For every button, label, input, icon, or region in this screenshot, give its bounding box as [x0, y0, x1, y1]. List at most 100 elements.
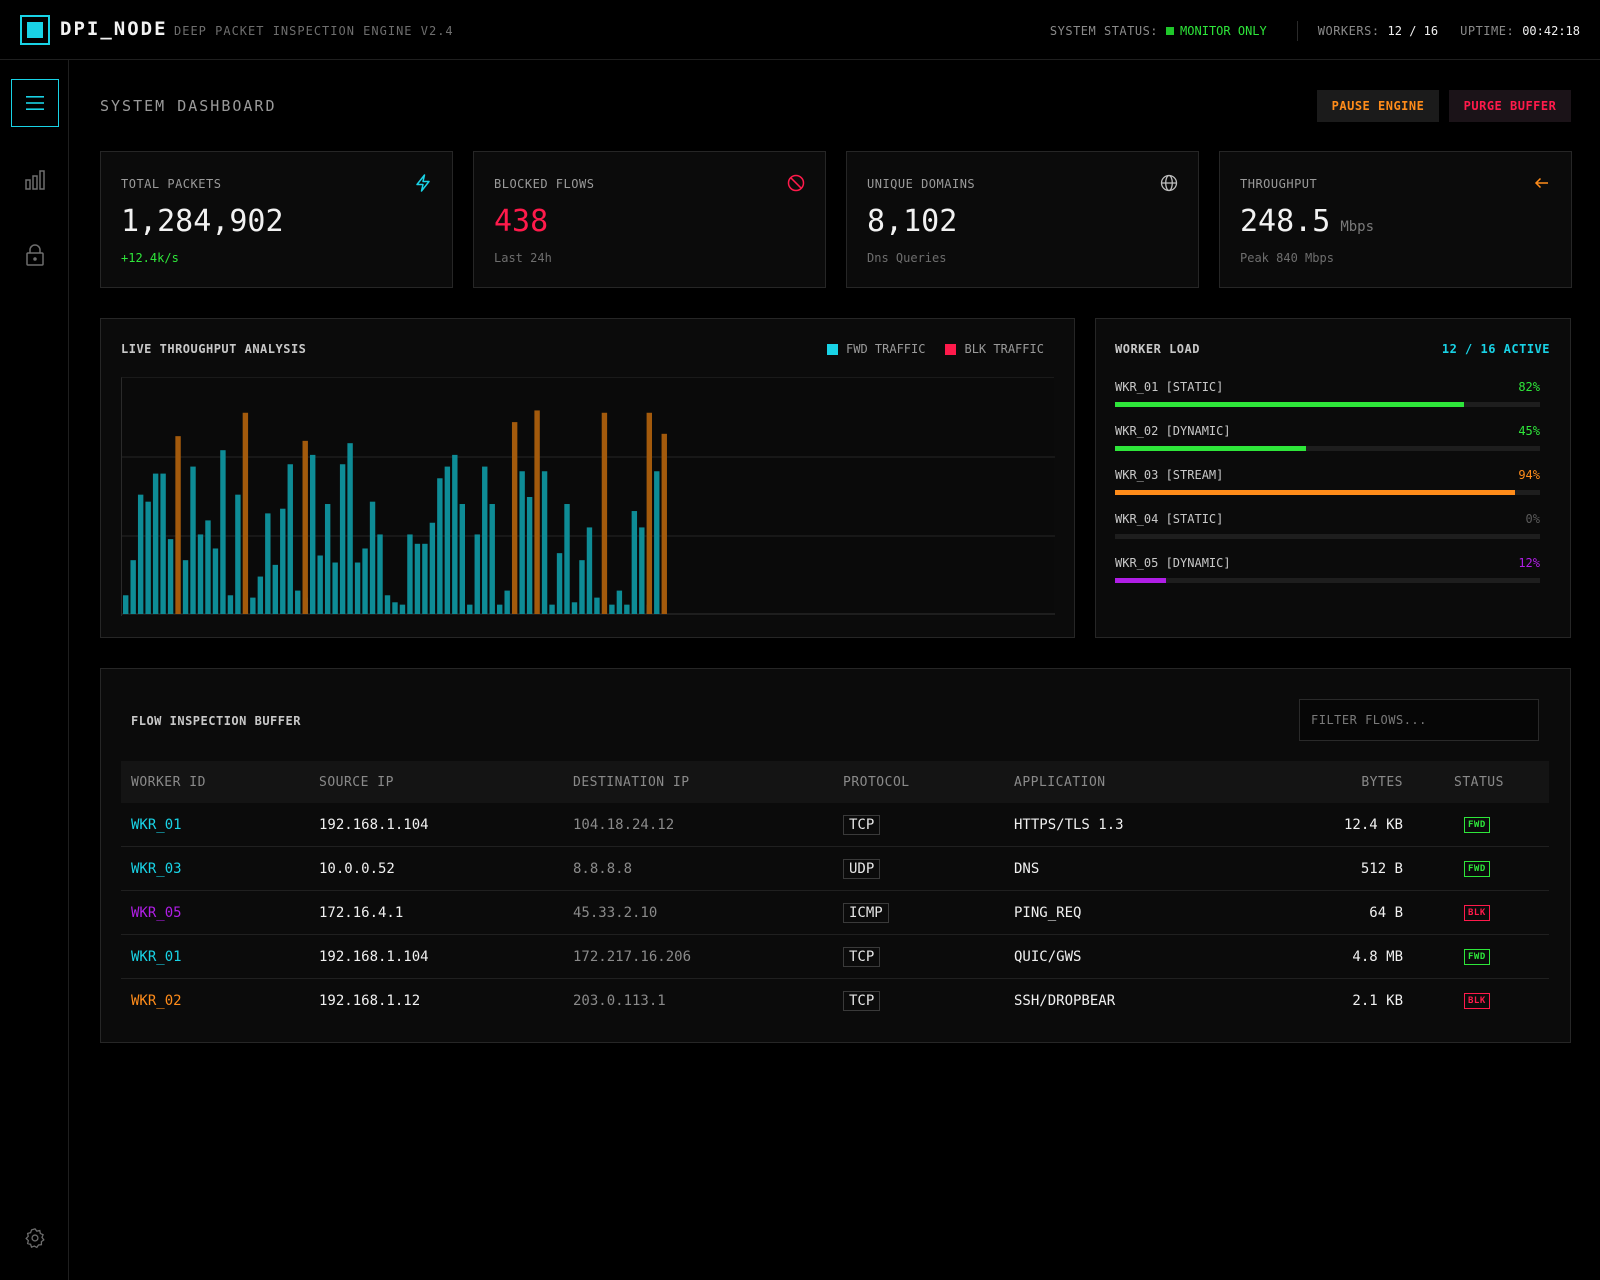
worker-load-fill	[1115, 446, 1307, 451]
filter-flows-input[interactable]	[1299, 699, 1539, 741]
card-value-number: 248.5	[1240, 204, 1331, 239]
divider	[1296, 21, 1298, 41]
cell-protocol: TCP	[843, 979, 881, 1023]
fwd-bar	[235, 494, 241, 614]
lightning-icon	[416, 174, 430, 192]
fwd-bar	[354, 562, 361, 614]
legend-fwd-swatch	[827, 343, 838, 355]
fwd-bar	[287, 464, 293, 614]
worker-pct: 94%	[1518, 468, 1540, 482]
settings-button[interactable]	[11, 1214, 59, 1262]
col-source-ip[interactable]: SOURCE IP	[319, 774, 394, 790]
table-row[interactable]: WKR_03 10.0.0.52 8.8.8.8 UDP DNS 512 B F…	[121, 847, 1549, 891]
fwd-bar	[571, 602, 578, 614]
cell-protocol: TCP	[843, 935, 881, 978]
throughput-chart-svg	[122, 410, 1055, 615]
card-value-number: 1,284,902	[121, 204, 284, 239]
cell-bytes: 64 B	[1369, 904, 1403, 921]
fwd-bar	[624, 604, 630, 614]
col-status[interactable]: STATUS	[1454, 774, 1504, 790]
card-value: 1,284,902	[121, 204, 284, 239]
cell-destination-ip: 45.33.2.10	[573, 904, 658, 921]
fwd-bar	[429, 522, 436, 614]
worker-load-title: WORKER LOAD	[1115, 342, 1200, 356]
cell-destination-ip: 203.0.113.1	[573, 993, 666, 1009]
analytics-button[interactable]	[11, 156, 59, 204]
workers-label: WORKERS:	[1317, 24, 1380, 38]
flow-buffer-title: FLOW INSPECTION BUFFER	[131, 714, 301, 728]
cell-status: BLK	[1464, 891, 1490, 934]
cell-worker-id[interactable]: WKR_02	[131, 993, 182, 1009]
fwd-bar	[152, 473, 159, 614]
fwd-bar	[257, 576, 264, 614]
fwd-bar	[220, 450, 226, 614]
cell-bytes: 4.8 MB	[1352, 948, 1403, 965]
col-application[interactable]: APPLICATION	[1014, 774, 1106, 790]
menu-button[interactable]	[11, 79, 59, 127]
col-protocol[interactable]: PROTOCOL	[843, 774, 910, 790]
fwd-bar	[482, 466, 488, 614]
uptime-value: 00:42:18	[1522, 24, 1580, 38]
card-sub: +12.4k/s	[121, 251, 179, 265]
worker-load-bar	[1115, 446, 1540, 451]
card-blocked-flows: BLOCKED FLOWS 438 Last 24h	[473, 151, 826, 288]
cell-destination-ip: 8.8.8.8	[573, 860, 633, 877]
menu-icon	[26, 96, 44, 110]
fwd-bar	[324, 504, 331, 614]
block-icon	[787, 174, 805, 192]
table-row[interactable]: WKR_01 192.168.1.104 172.217.16.206 TCP …	[121, 935, 1549, 979]
cell-destination-ip: 104.18.24.12	[573, 816, 675, 833]
fwd-bar	[474, 534, 480, 614]
pause-engine-button[interactable]: PAUSE ENGINE	[1317, 90, 1439, 122]
col-destination-ip[interactable]: DESTINATION IP	[573, 774, 690, 790]
status-badge: BLK	[1464, 993, 1490, 1009]
fwd-bar	[519, 471, 525, 614]
worker-pct: 82%	[1518, 380, 1540, 394]
globe-icon	[1160, 174, 1178, 192]
fwd-bar	[549, 604, 555, 614]
card-throughput: THROUGHPUT 248.5 Mbps Peak 840 Mbps	[1219, 151, 1572, 288]
worker-name: WKR_02 [DYNAMIC]	[1115, 424, 1231, 438]
fwd-bar	[227, 595, 234, 614]
protocol-tag: TCP	[843, 991, 881, 1011]
cell-worker-id[interactable]: WKR_01	[131, 816, 182, 833]
fwd-bar	[399, 604, 406, 614]
cell-status: FWD	[1464, 935, 1490, 978]
top-bar: DPI_NODE DEEP PACKET INSPECTION ENGINE V…	[0, 0, 1600, 60]
worker-load-bar	[1115, 490, 1540, 495]
fwd-bar	[452, 454, 458, 614]
purge-buffer-button[interactable]: PURGE BUFFER	[1449, 90, 1571, 122]
fwd-bar	[422, 543, 428, 614]
fwd-bar	[654, 471, 660, 614]
fwd-bar	[123, 595, 129, 614]
fwd-bar	[205, 520, 211, 614]
cell-destination-ip: 172.217.16.206	[573, 948, 692, 965]
cell-status: FWD	[1464, 803, 1490, 846]
cell-worker-id[interactable]: WKR_03	[131, 860, 182, 877]
cell-source-ip: 10.0.0.52	[319, 860, 395, 877]
cell-application: HTTPS/TLS 1.3	[1014, 816, 1124, 833]
worker-load-fill	[1115, 490, 1515, 495]
fwd-bar	[332, 562, 338, 614]
fwd-bar	[616, 590, 623, 614]
table-row[interactable]: WKR_05 172.16.4.1 45.33.2.10 ICMP PING_R…	[121, 891, 1549, 935]
fwd-bar	[437, 478, 443, 614]
security-button[interactable]	[11, 231, 59, 279]
cell-worker-id[interactable]: WKR_01	[131, 948, 182, 965]
cell-application: DNS	[1014, 860, 1040, 877]
fwd-bar	[197, 534, 204, 614]
worker-load-bar	[1115, 534, 1540, 539]
cell-worker-id[interactable]: WKR_05	[131, 904, 182, 921]
table-row[interactable]: WKR_02 192.168.1.12 203.0.113.1 TCP SSH/…	[121, 979, 1549, 1023]
table-row[interactable]: WKR_01 192.168.1.104 104.18.24.12 TCP HT…	[121, 803, 1549, 847]
cell-source-ip: 172.16.4.1	[319, 904, 404, 921]
col-worker-id[interactable]: WORKER ID	[131, 774, 206, 790]
worker-load-fill	[1115, 578, 1166, 583]
chart-title: LIVE THROUGHPUT ANALYSIS	[121, 342, 307, 356]
fwd-bar	[347, 443, 353, 614]
cell-status: FWD	[1464, 847, 1490, 890]
col-bytes[interactable]: BYTES	[1361, 774, 1403, 790]
cell-protocol: UDP	[843, 847, 881, 890]
fwd-bar	[556, 553, 563, 614]
system-info: SYSTEM STATUS: MONITOR ONLY WORKERS: 12 …	[1050, 21, 1580, 41]
